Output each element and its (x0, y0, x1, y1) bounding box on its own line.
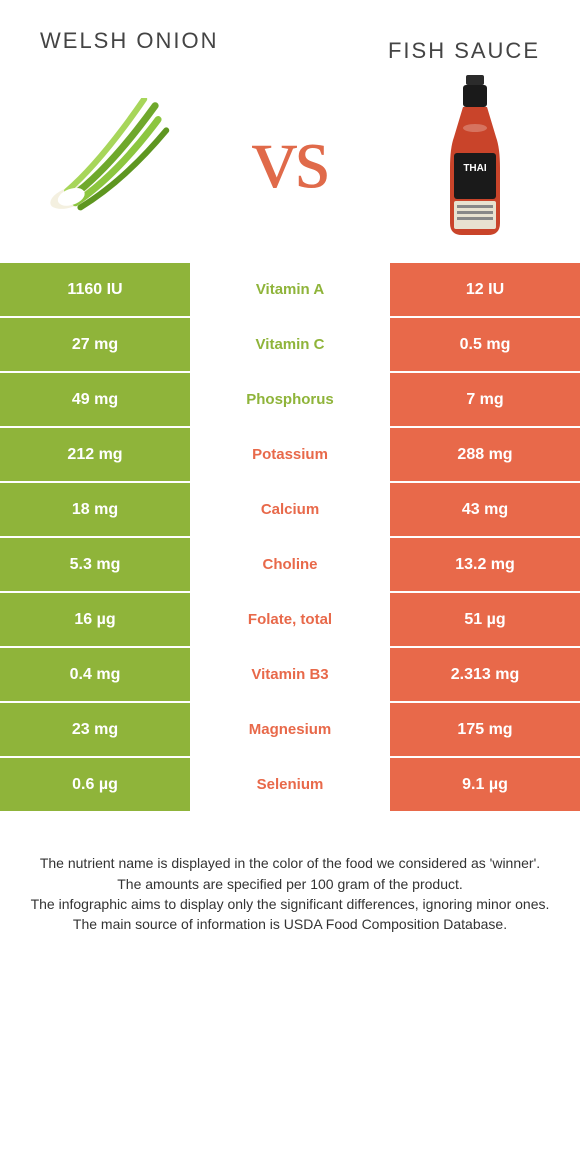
right-food-image: THAI (400, 83, 550, 233)
right-value: 0.5 mg (390, 318, 580, 371)
table-row: 23 mgMagnesium175 mg (0, 703, 580, 758)
left-value: 16 µg (0, 593, 190, 646)
table-row: 16 µgFolate, total51 µg (0, 593, 580, 648)
footer-line: The main source of information is USDA F… (30, 914, 550, 934)
table-row: 1160 IUVitamin A12 IU (0, 263, 580, 318)
right-value: 43 mg (390, 483, 580, 536)
left-value: 212 mg (0, 428, 190, 481)
right-value: 288 mg (390, 428, 580, 481)
right-value: 13.2 mg (390, 538, 580, 591)
right-value: 2.313 mg (390, 648, 580, 701)
nutrient-label: Vitamin A (190, 263, 390, 316)
left-value: 5.3 mg (0, 538, 190, 591)
left-value: 49 mg (0, 373, 190, 426)
nutrient-label: Vitamin C (190, 318, 390, 371)
vs-label: vs (252, 113, 328, 203)
footer-line: The nutrient name is displayed in the co… (30, 853, 550, 873)
footer-line: The infographic aims to display only the… (30, 894, 550, 914)
footer-line: The amounts are specified per 100 gram o… (30, 874, 550, 894)
table-row: 49 mgPhosphorus7 mg (0, 373, 580, 428)
nutrient-label: Vitamin B3 (190, 648, 390, 701)
welsh-onion-icon (30, 98, 180, 218)
comparison-table: 1160 IUVitamin A12 IU27 mgVitamin C0.5 m… (0, 263, 580, 813)
right-value: 51 µg (390, 593, 580, 646)
table-row: 212 mgPotassium288 mg (0, 428, 580, 483)
table-row: 5.3 mgCholine13.2 mg (0, 538, 580, 593)
nutrient-label: Calcium (190, 483, 390, 536)
images-row: vs THAI (0, 73, 580, 263)
svg-text:THAI: THAI (463, 163, 487, 174)
left-food-image (30, 83, 180, 233)
table-row: 18 mgCalcium43 mg (0, 483, 580, 538)
footer-notes: The nutrient name is displayed in the co… (0, 813, 580, 994)
right-value: 12 IU (390, 263, 580, 316)
infographic-container: Welsh onion Fish sauce vs (0, 0, 580, 994)
left-food-title: Welsh onion (40, 28, 218, 53)
left-value: 0.6 µg (0, 758, 190, 811)
right-value: 175 mg (390, 703, 580, 756)
nutrient-label: Potassium (190, 428, 390, 481)
nutrient-label: Choline (190, 538, 390, 591)
left-value: 1160 IU (0, 263, 190, 316)
nutrient-label: Selenium (190, 758, 390, 811)
right-value: 9.1 µg (390, 758, 580, 811)
nutrient-label: Phosphorus (190, 373, 390, 426)
header: Welsh onion Fish sauce (0, 0, 580, 73)
left-value: 27 mg (0, 318, 190, 371)
fish-sauce-bottle-icon: THAI (430, 73, 520, 243)
nutrient-label: Magnesium (190, 703, 390, 756)
table-row: 0.4 mgVitamin B32.313 mg (0, 648, 580, 703)
table-row: 0.6 µgSelenium9.1 µg (0, 758, 580, 813)
right-food-title: Fish sauce (388, 28, 540, 63)
left-value: 0.4 mg (0, 648, 190, 701)
left-value: 23 mg (0, 703, 190, 756)
left-value: 18 mg (0, 483, 190, 536)
right-value: 7 mg (390, 373, 580, 426)
table-row: 27 mgVitamin C0.5 mg (0, 318, 580, 373)
nutrient-label: Folate, total (190, 593, 390, 646)
